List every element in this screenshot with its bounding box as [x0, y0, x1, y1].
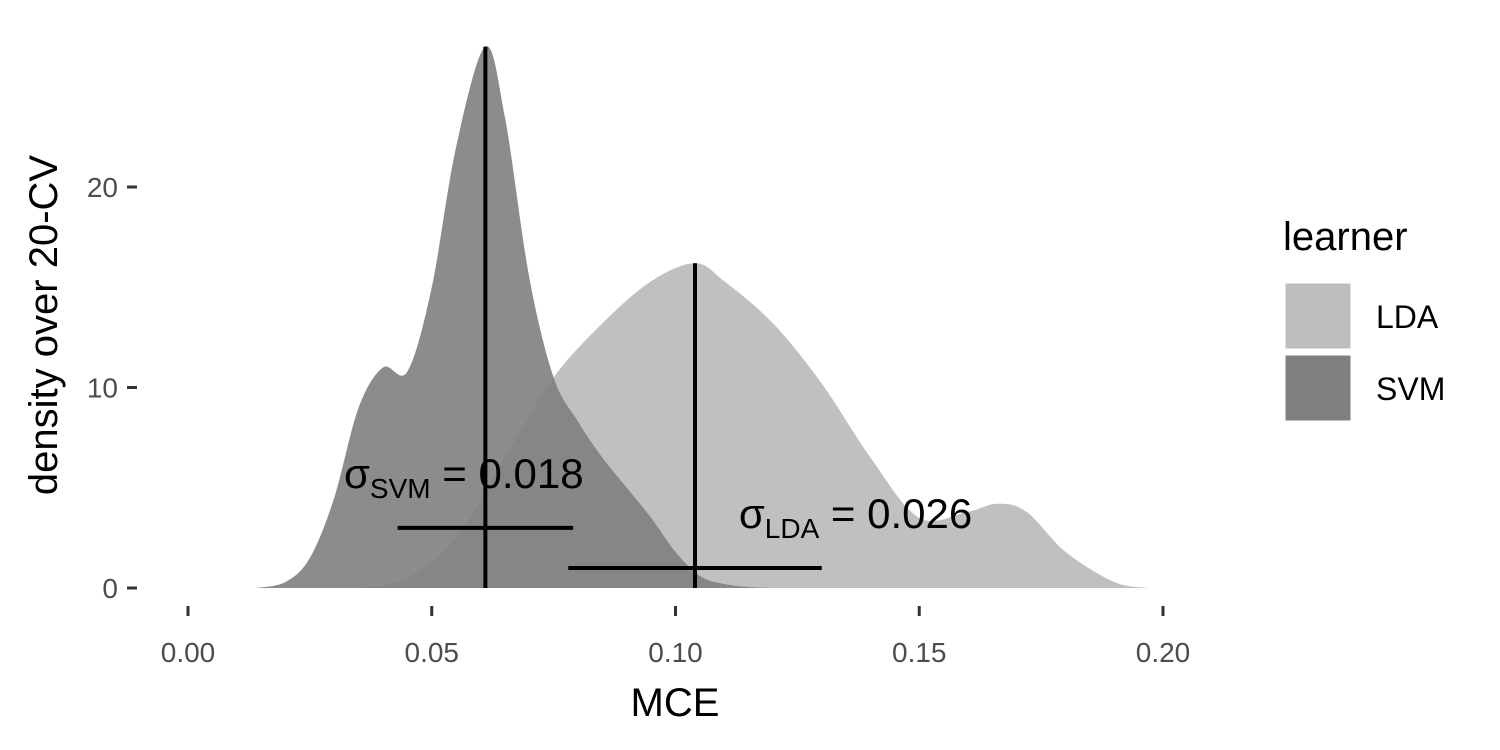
legend: learner LDA SVM: [1282, 215, 1445, 424]
x-tick-label: 0.00: [161, 637, 216, 668]
sd-annotations: σSVM = 0.018 σLDA = 0.026: [344, 450, 972, 544]
x-axis: 0.00 0.05 0.10 0.15 0.20: [161, 606, 1191, 668]
y-tick-label: 20: [87, 172, 118, 203]
y-axis-title: density over 20-CV: [22, 155, 66, 495]
x-tick-label: 0.15: [892, 637, 947, 668]
x-tick-label: 0.10: [648, 637, 703, 668]
y-tick-label: 10: [87, 373, 118, 404]
plot-panel: σSVM = 0.018 σLDA = 0.026: [256, 46, 1149, 589]
density-areas: [256, 46, 1149, 589]
density-area-svm: [256, 46, 773, 589]
y-tick-label: 0: [102, 573, 118, 604]
legend-label-svm: SVM: [1376, 371, 1445, 407]
x-tick-label: 0.20: [1136, 637, 1191, 668]
x-tick-label: 0.05: [405, 637, 460, 668]
sd-label-svm: σSVM = 0.018: [344, 450, 584, 504]
legend-key-lda: [1282, 280, 1354, 352]
legend-label-lda: LDA: [1376, 299, 1439, 335]
legend-key-svm: [1282, 352, 1354, 424]
x-axis-title: MCE: [631, 681, 720, 725]
sd-label-lda: σLDA = 0.026: [739, 490, 972, 544]
legend-title: learner: [1283, 215, 1408, 259]
sd-error-bars: [397, 525, 822, 570]
y-axis: 0 10 20: [87, 172, 137, 604]
mean-lines: [483, 46, 697, 588]
